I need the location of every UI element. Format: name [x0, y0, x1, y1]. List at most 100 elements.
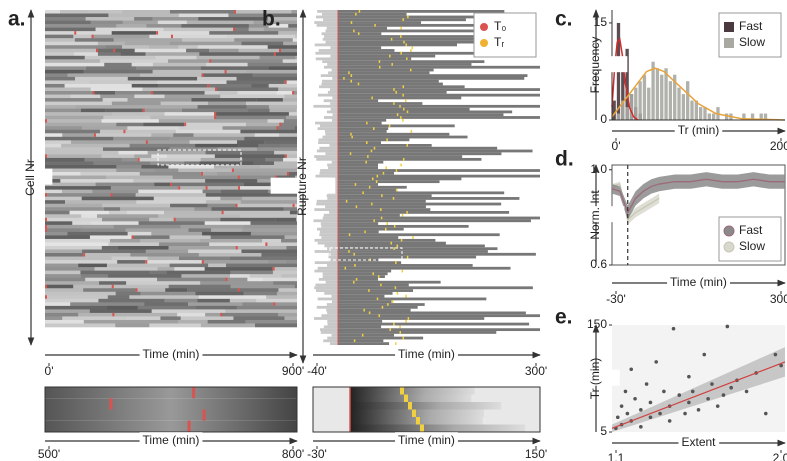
heatmap-marker [357, 32, 360, 36]
heatmap-row [338, 213, 400, 217]
heatmap-cell [45, 143, 62, 148]
heatmap-marker [367, 155, 369, 158]
heatmap-marker [350, 74, 353, 77]
heatmap-marker [404, 99, 407, 103]
heatmap-cell [295, 175, 297, 180]
heatmap-cell [45, 41, 98, 46]
heatmap-marker [202, 409, 206, 421]
heatmap-marker [355, 12, 357, 16]
heatmap-image [45, 10, 297, 328]
heatmap-cell [45, 193, 111, 197]
heatmap-cell [149, 323, 201, 328]
heatmap-row [338, 297, 487, 301]
heatmap-marker [192, 387, 196, 399]
heatmap-cell [122, 20, 158, 25]
heatmap-cell [45, 256, 112, 261]
heatmap-marker [402, 18, 404, 22]
heatmap-cell [267, 45, 297, 50]
heatmap-cell [275, 217, 297, 222]
legend-label: Fast [739, 19, 763, 33]
heatmap-cell [279, 133, 297, 138]
heatmap-cell [168, 245, 236, 250]
heatmap-cell [154, 182, 171, 187]
heatmap-row [338, 325, 382, 329]
heatmap-row [322, 275, 338, 278]
heatmap-row [338, 35, 500, 38]
heatmap-cell [116, 24, 147, 28]
heatmap-cell [216, 172, 263, 176]
heatmap-marker [389, 328, 391, 332]
y-tick-label: 5 [600, 424, 607, 438]
heatmap-cell [99, 129, 124, 134]
heatmap-cell [158, 119, 215, 124]
axis-label: Tr (min) [678, 123, 720, 137]
heatmap-cell [145, 249, 189, 254]
heatmap-row [338, 46, 382, 50]
heatmap-marker [92, 91, 95, 95]
heatmap-row [316, 199, 338, 203]
heatmap-row [331, 160, 338, 164]
heatmap-row [321, 236, 338, 239]
heatmap-cell [139, 73, 202, 78]
heatmap-cell [111, 256, 148, 261]
heatmap-marker [265, 242, 268, 246]
heatmap-cell [193, 133, 255, 138]
heatmap-row [327, 322, 338, 326]
heatmap-marker [405, 294, 407, 298]
heatmap-cell [261, 253, 297, 257]
heatmap-cell [284, 154, 297, 159]
heatmap-row [338, 322, 530, 326]
heatmap-row [338, 29, 526, 33]
heatmap-cell [220, 312, 279, 317]
heatmap-row [338, 93, 540, 97]
heatmap-cell [104, 62, 132, 67]
heatmap-marker [276, 126, 279, 130]
heatmap-cell [45, 129, 100, 134]
heatmap-cell [90, 20, 123, 25]
heatmap-marker [390, 37, 393, 41]
heatmap-cell [45, 319, 84, 324]
heatmap-row [321, 314, 338, 318]
heatmap-marker [368, 311, 371, 315]
heatmap-row [327, 336, 338, 340]
heatmap-marker [284, 154, 287, 158]
heatmap-row [338, 116, 540, 119]
heatmap-cell [69, 210, 110, 215]
scatter-point [654, 360, 659, 364]
heatmap-marker [353, 29, 355, 33]
heatmap-marker [96, 48, 99, 53]
heatmap-cell [197, 105, 247, 109]
heatmap-marker [373, 219, 375, 223]
heatmap-cell [198, 295, 267, 300]
heatmap-cell [45, 91, 93, 95]
heatmap-cell [45, 150, 119, 155]
heatmap-row [327, 264, 338, 267]
heatmap-cell [160, 101, 208, 106]
heatmap-cell [220, 189, 269, 194]
heatmap-cell [81, 214, 97, 219]
x-tick-label: 500' [38, 447, 60, 461]
heatmap-cell [258, 143, 281, 148]
heatmap-marker [400, 163, 402, 167]
heatmap-cell [86, 66, 137, 71]
heatmap-marker [395, 342, 397, 345]
heatmap-cell [111, 31, 157, 35]
heatmap-cell [177, 312, 206, 317]
x-tick-label: 900' [282, 364, 304, 378]
heatmap-cell [84, 55, 156, 60]
heatmap-marker [405, 319, 407, 323]
heatmap-cell [134, 48, 187, 53]
heatmap-cell [45, 309, 90, 314]
heatmap-cell [238, 143, 259, 148]
heatmap-row [330, 54, 338, 58]
heatmap-row [338, 60, 485, 64]
heatmap-marker [170, 34, 173, 39]
heatmap-cell [170, 34, 228, 39]
x-tick-label: -40' [307, 364, 327, 378]
heatmap-cell [274, 161, 297, 166]
heatmap-row [319, 124, 338, 128]
heatmap-marker [378, 65, 381, 69]
heatmap-cell [138, 189, 203, 194]
heatmap-cell [45, 164, 117, 169]
heatmap-cell [170, 136, 245, 141]
